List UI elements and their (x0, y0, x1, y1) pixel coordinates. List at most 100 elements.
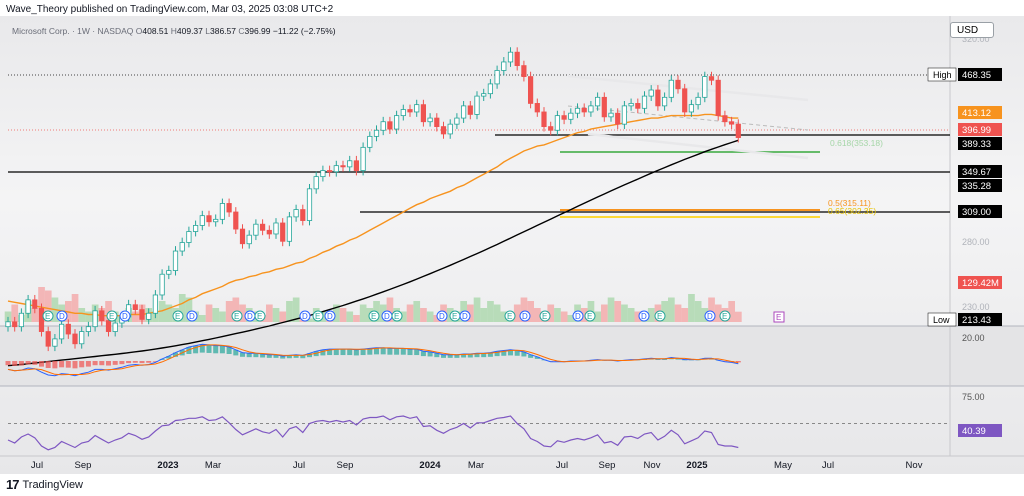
candle-body (186, 231, 192, 243)
macd-histogram-bar (414, 349, 420, 356)
volume-bar (272, 308, 280, 322)
candle-body (387, 121, 393, 130)
macd-histogram-bar (447, 354, 453, 358)
candle-body (400, 109, 406, 117)
event-marker-earnings (654, 310, 666, 322)
event-marker-label: E (776, 313, 781, 322)
badge-label-box (927, 67, 957, 82)
candle-body (467, 105, 473, 115)
candle-body (440, 126, 447, 135)
candle-body (574, 107, 581, 114)
macd-histogram-bar (367, 348, 373, 355)
event-marker-dividend (299, 310, 311, 322)
fib-label: 0.65(302.35) (828, 206, 876, 216)
candle-body (192, 225, 199, 232)
candle-body (588, 105, 594, 113)
candle-body (447, 123, 453, 135)
macd-histogram-bar (119, 361, 125, 365)
price-badge (958, 424, 1002, 437)
time-axis-tick: Sep (337, 460, 354, 471)
price-badge (958, 313, 1002, 326)
macd-histogram-bar (293, 354, 299, 358)
volume-bar (500, 311, 508, 322)
price-badge (958, 165, 1002, 178)
macd-histogram-bar (662, 358, 668, 360)
time-axis-tick: Nov (644, 460, 661, 471)
price-chart-svg[interactable]: Microsoft Corp. · 1W · NASDAQ O408.51 H4… (0, 16, 1024, 474)
macd-histogram-bar (18, 361, 24, 366)
volume-bar (232, 297, 240, 322)
event-marker-label: E (371, 312, 376, 321)
badge-label: Low (933, 315, 950, 325)
time-axis-tick: Sep (75, 460, 92, 471)
macd-histogram-bar (487, 352, 493, 357)
candle-body (219, 203, 225, 220)
candle-body (333, 165, 339, 173)
macd-histogram-bar (467, 354, 473, 358)
event-marker-dividend (704, 310, 716, 322)
price-badge (958, 137, 1002, 150)
volume-bar (661, 301, 668, 322)
candle-body (152, 294, 158, 314)
event-marker-earnings (312, 310, 324, 322)
macd-histogram-bar (173, 352, 178, 357)
candle-body (347, 160, 353, 168)
symbol-legend: Microsoft Corp. · 1W · NASDAQ O408.51 H4… (12, 26, 336, 36)
candle-body (474, 95, 480, 115)
event-marker-label: E (542, 312, 547, 321)
volume-bar (534, 308, 541, 322)
event-marker-earnings (391, 310, 403, 322)
volume-bar (607, 297, 615, 322)
volume-bar (4, 311, 12, 322)
event-marker-earnings (231, 310, 243, 322)
macd-histogram-bar (126, 361, 132, 364)
candle-body (79, 331, 85, 345)
macd-histogram-bar (735, 361, 741, 363)
candle-body (373, 129, 380, 137)
price-badge-value: 129.42M (962, 278, 999, 289)
candle-body (99, 310, 105, 321)
macd-histogram-bar (146, 361, 152, 363)
event-marker-label: E (175, 312, 180, 321)
candle-body (139, 309, 145, 320)
macd-histogram-bar (508, 349, 513, 356)
candle-body (266, 229, 272, 235)
macd-histogram-bar (106, 361, 111, 366)
tradingview-brand: TradingView (22, 478, 84, 491)
macd-histogram-bar (394, 348, 400, 355)
macd-histogram-bar (193, 345, 199, 354)
price-badge-value: 468.35 (962, 70, 991, 81)
macd-histogram-bar (132, 361, 138, 363)
currency-button[interactable]: USD (950, 22, 994, 38)
macd-histogram-bar (226, 347, 232, 354)
event-marker-label: E (234, 312, 239, 321)
volume-bar (165, 304, 173, 322)
event-marker-label: D (439, 312, 445, 321)
macd-histogram-bar (307, 353, 312, 358)
candle-body (52, 338, 58, 347)
time-axis-tick: Mar (468, 460, 484, 471)
candle-body (132, 304, 138, 311)
macd-histogram-bar (280, 356, 286, 359)
event-marker-label: D (327, 312, 333, 321)
event-marker-label: D (575, 312, 581, 321)
candle-body (253, 223, 259, 236)
candle-body (702, 76, 708, 98)
macd-histogram-bar (92, 361, 98, 366)
macd-histogram-bar (219, 345, 225, 354)
candle-body (340, 165, 346, 168)
volume-bar (674, 304, 682, 322)
event-marker-earnings (42, 310, 54, 322)
candle-body (280, 222, 286, 242)
event-marker-earnings-upcoming (773, 311, 785, 323)
rsi-line (7, 415, 739, 451)
price-badge-value: 40.39 (962, 426, 986, 437)
macd-histogram-bar (5, 361, 11, 366)
volume-bar (634, 311, 642, 322)
ohlc-label: H (171, 26, 177, 36)
volume-bar (71, 294, 79, 322)
volume-bar (621, 304, 628, 322)
macd-histogram-bar (233, 349, 239, 356)
event-marker-earnings (504, 310, 516, 322)
chart-area[interactable]: Microsoft Corp. · 1W · NASDAQ O408.51 H4… (0, 16, 1024, 474)
